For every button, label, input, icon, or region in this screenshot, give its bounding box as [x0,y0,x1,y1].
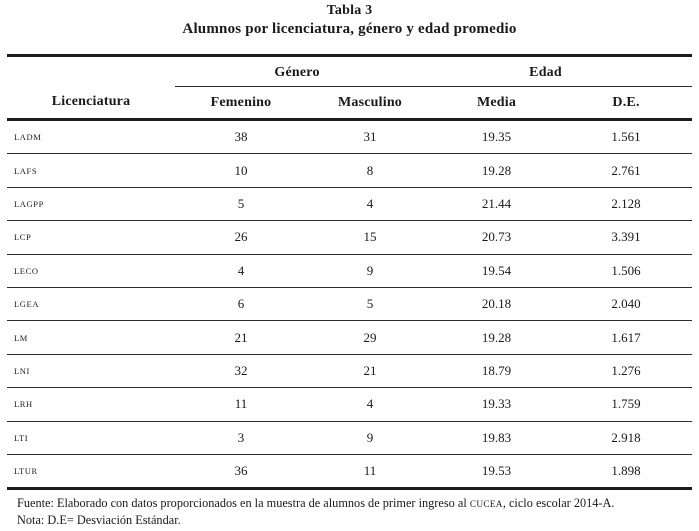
column-header-de: D.E. [560,86,693,121]
cell-de: 1.561 [560,119,693,155]
cell-femenino: 36 [175,454,307,491]
data-table: Género Edad Licenciatura Femenino Mascul… [7,54,693,491]
cell-femenino: 3 [175,421,307,455]
table-subtitle: Alumnos por licenciatura, género y edad … [182,21,517,37]
cell-femenino: 5 [175,187,307,222]
table-body: LADM 38 31 19.35 1.561 LAFS 10 8 19.28 2… [7,119,693,491]
table-row: LTUR 36 11 19.53 1.898 [7,454,693,491]
cell-femenino: 21 [175,320,307,355]
cell-licenciatura: LNI [7,354,175,389]
table-row: LGEA 6 5 20.18 2.040 [7,287,693,322]
cell-licenciatura: LTI [7,421,175,455]
table-row: LECO 4 9 19.54 1.506 [7,254,693,288]
column-group-edad: Edad [433,55,693,87]
cell-de: 2.128 [560,187,693,222]
cell-de: 2.918 [560,421,693,455]
cucea-acronym: cucea [469,500,503,511]
cell-licenciatura: LAGPP [7,187,175,222]
cell-de: 1.617 [560,320,693,355]
fuente-text-start: Fuente: Elaborado con datos proporcionad… [17,496,470,511]
table-row: LAGPP 5 4 21.44 2.128 [7,187,693,222]
cell-licenciatura: LCP [7,220,175,255]
cell-de: 3.391 [560,220,693,255]
table-row: LM 21 29 19.28 1.617 [7,320,693,355]
cell-de: 1.898 [560,454,693,491]
table-row: LNI 32 21 18.79 1.276 [7,354,693,389]
cell-de: 2.761 [560,153,693,188]
fuente-text-end: , ciclo escolar 2014-A. [502,496,615,511]
cell-media: 19.83 [433,421,561,455]
cell-media: 21.44 [433,187,561,222]
cell-media: 20.18 [433,287,561,322]
cell-masculino: 29 [307,320,434,355]
cell-media: 18.79 [433,354,561,389]
cell-media: 19.33 [433,387,561,422]
column-group-edad-label: Edad [529,64,562,80]
cell-de: 1.759 [560,387,693,422]
column-group-genero: Género [175,55,434,87]
cell-licenciatura: LADM [7,119,175,155]
cell-licenciatura: LTUR [7,454,175,491]
table-row: LADM 38 31 19.35 1.561 [7,119,693,155]
cell-femenino: 10 [175,153,307,188]
cell-licenciatura: LRH [7,387,175,422]
cell-licenciatura: LM [7,320,175,355]
cell-licenciatura: LAFS [7,153,175,188]
cell-masculino: 4 [307,187,434,222]
cell-masculino: 9 [307,421,434,455]
cell-de: 2.040 [560,287,693,322]
cell-masculino: 4 [307,387,434,422]
column-group-row: Género Edad [7,55,693,87]
cell-masculino: 21 [307,354,434,389]
cell-femenino: 11 [175,387,307,422]
cell-licenciatura: LECO [7,254,175,288]
cell-media: 19.28 [433,153,561,188]
cell-media: 19.53 [433,454,561,491]
footnote-nota: Nota: D.E= Desviación Estándar. [17,512,181,527]
cell-media: 19.28 [433,320,561,355]
column-header-femenino: Femenino [175,86,307,121]
footnote-fuente: Fuente: Elaborado con datos proporcionad… [17,496,699,513]
table-row: LAFS 10 8 19.28 2.761 [7,153,693,188]
cell-de: 1.506 [560,254,693,288]
column-header-masculino: Masculino [307,86,434,121]
table-row: LRH 11 4 19.33 1.759 [7,387,693,422]
cell-media: 19.54 [433,254,561,288]
blank-corner-cell [7,56,175,87]
cell-media: 19.35 [433,119,561,155]
table-title: Tabla 3 [326,3,373,18]
cell-femenino: 38 [175,119,307,155]
cell-masculino: 8 [307,153,434,188]
cell-masculino: 15 [307,220,434,255]
table-footnotes: Fuente: Elaborado con datos proporcionad… [17,496,699,527]
cell-masculino: 9 [307,254,434,288]
cell-femenino: 6 [175,287,307,322]
column-header-media: Media [433,86,561,121]
cell-femenino: 32 [175,354,307,389]
cell-femenino: 26 [175,220,307,255]
table-row: LTI 3 9 19.83 2.918 [7,421,693,455]
table-row: LCP 26 15 20.73 3.391 [7,220,693,255]
cell-licenciatura: LGEA [7,287,175,322]
cell-media: 20.73 [433,220,561,255]
table-header: Género Edad Licenciatura Femenino Mascul… [7,55,693,121]
column-header-row: Licenciatura Femenino Masculino Media D.… [7,86,693,121]
column-group-genero-label: Género [274,64,320,80]
cell-masculino: 31 [307,119,434,155]
cell-femenino: 4 [175,254,307,288]
cell-masculino: 11 [307,454,434,491]
column-header-licenciatura: Licenciatura [7,86,175,121]
cell-masculino: 5 [307,287,434,322]
cell-de: 1.276 [560,354,693,389]
